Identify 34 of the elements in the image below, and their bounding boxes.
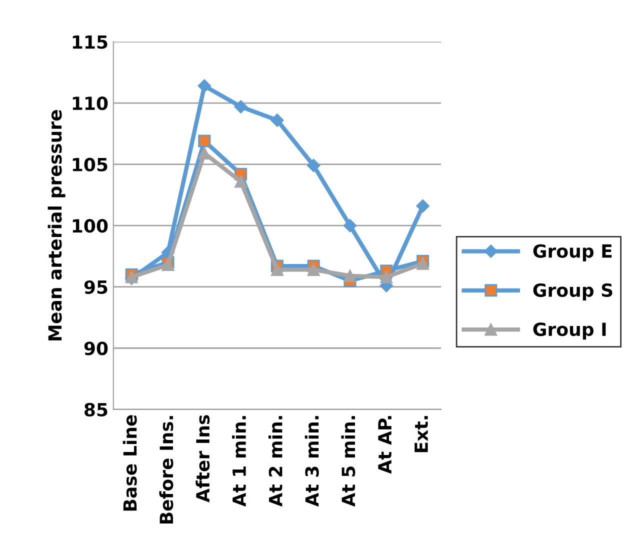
- y-axis-title: Mean arterial pressure: [48, 110, 66, 340]
- legend-label: Group I: [533, 322, 606, 340]
- x-tick-label: After Ins: [196, 415, 210, 502]
- y-tick-label: 115: [72, 35, 108, 49]
- x-tick-label: At AP.: [378, 416, 392, 474]
- y-tick-label: 110: [72, 96, 108, 110]
- y-tick-label: 90: [84, 342, 108, 356]
- point: [270, 263, 284, 276]
- x-tick-label: Ext.: [414, 416, 428, 452]
- x-tick-label: At 3 min.: [304, 416, 319, 507]
- point: [198, 79, 211, 92]
- x-tick-label: Before Ins.: [159, 416, 174, 524]
- y-tick-label: 85: [84, 402, 108, 417]
- x-tick-label: At 2 min.: [268, 416, 282, 507]
- legend-label: Group S: [533, 283, 612, 300]
- y-tick-label: 95: [84, 280, 108, 294]
- point: [343, 218, 357, 232]
- point: [307, 158, 320, 172]
- point: [162, 258, 174, 272]
- point: [270, 114, 284, 127]
- point: [234, 100, 248, 114]
- x-tick-label: At 1 min.: [232, 416, 246, 507]
- point: [416, 199, 430, 213]
- x-tick-label: At 5 min.: [341, 416, 356, 507]
- point: [234, 175, 248, 188]
- legend-label: Group E: [533, 244, 612, 262]
- point: [380, 270, 393, 284]
- point: [416, 257, 430, 270]
- y-tick-label: 105: [72, 158, 108, 172]
- point: [198, 134, 211, 148]
- y-tick-label: 100: [72, 219, 108, 233]
- point: [307, 263, 320, 276]
- x-tick-label: Base Line: [122, 415, 137, 511]
- point: [344, 270, 356, 282]
